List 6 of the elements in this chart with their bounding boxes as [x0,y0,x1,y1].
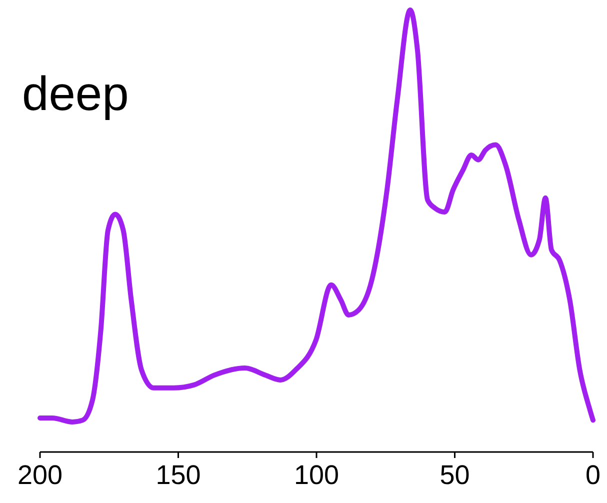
text: deep [22,68,129,121]
x-tick-label: 150 [156,460,201,490]
x-tick-label: 200 [17,460,63,490]
x-tick-label: 100 [294,460,340,490]
x-tick-label: 50 [440,460,470,490]
x-tick-label: 0 [585,460,601,490]
